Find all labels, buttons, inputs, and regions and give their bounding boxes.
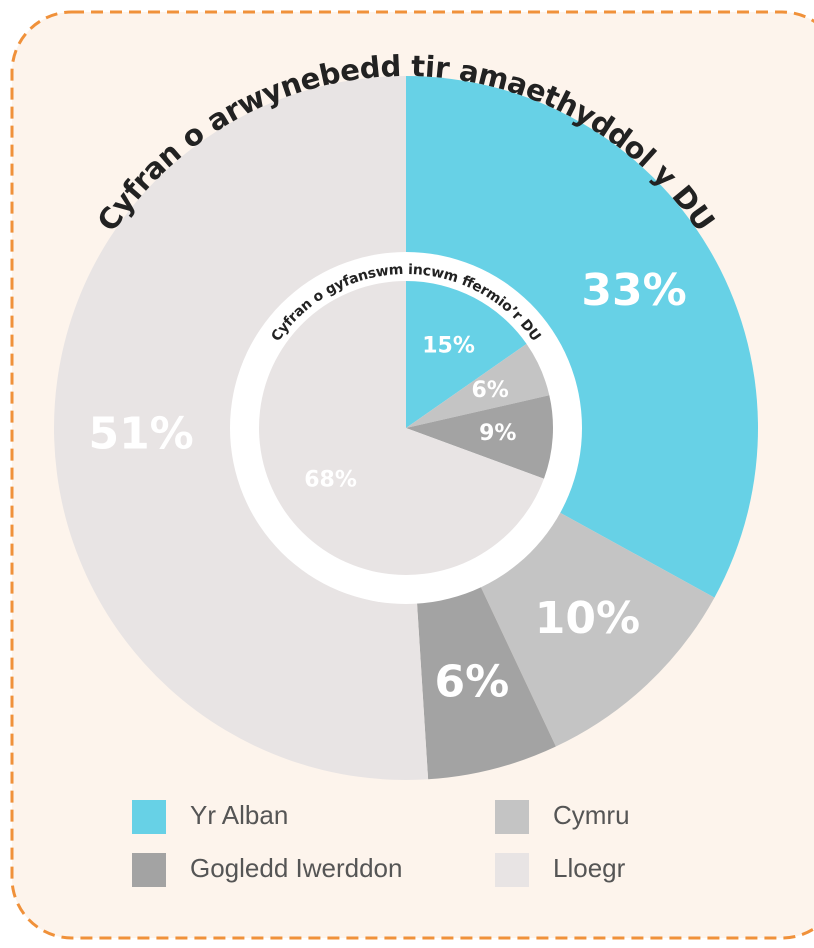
pie-slice (406, 281, 527, 428)
legend-swatch (495, 853, 529, 887)
value-label: 6% (435, 657, 510, 708)
legend-label: Lloegr (553, 853, 626, 883)
value-label: 9% (479, 421, 516, 446)
value-label: 51% (88, 408, 193, 459)
legend-label: Cymru (553, 800, 630, 830)
pie-slice (406, 395, 553, 479)
legend-swatch (132, 853, 166, 887)
legend-swatch (495, 800, 529, 834)
value-label: 15% (422, 333, 475, 358)
value-label: 68% (304, 468, 357, 493)
value-label: 10% (535, 593, 640, 644)
legend-label: Gogledd Iwerddon (190, 853, 402, 883)
pie-slice (406, 343, 550, 428)
legend-label: Yr Alban (190, 800, 288, 830)
value-label: 6% (471, 378, 508, 403)
value-label: 33% (581, 265, 686, 316)
legend-swatch (132, 800, 166, 834)
pie-slice (258, 281, 544, 575)
pies: 33% 10% 6% 51% 15% 6% 9% 68% (53, 76, 758, 780)
